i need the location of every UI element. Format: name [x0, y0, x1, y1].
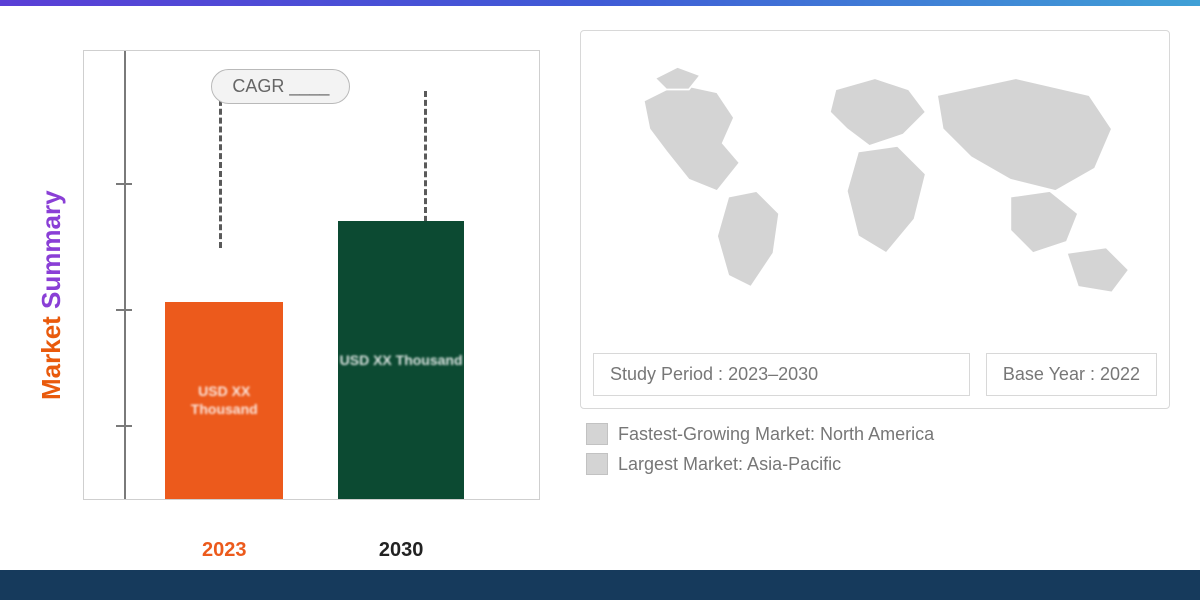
legend-label-largest: Largest Market: Asia-Pacific [618, 454, 841, 475]
bars-layer: USD XX Thousand USD XX Thousand [126, 51, 519, 499]
main-container: Market Summary CAGR ____ USD XX Thousand… [0, 0, 1200, 560]
y-title-word1: Market [36, 316, 66, 400]
bar-2030: USD XX Thousand [338, 221, 464, 499]
bar-2023-value: USD XX Thousand [165, 382, 283, 418]
bar-2030-value: USD XX Thousand [340, 351, 463, 369]
study-period-label: Study Period : 2023–2030 [610, 364, 818, 384]
bottom-bar [0, 570, 1200, 600]
bar-2023: USD XX Thousand [165, 302, 283, 499]
chart-plot-area: CAGR ____ USD XX Thousand USD XX Thousan… [83, 50, 540, 500]
legend-label-fastest: Fastest-Growing Market: North America [618, 424, 934, 445]
x-label-2023: 2023 [202, 539, 247, 562]
legend-swatch [586, 423, 608, 445]
base-year-box: Base Year : 2022 [986, 353, 1157, 396]
chart-panel: Market Summary CAGR ____ USD XX Thousand… [30, 30, 550, 560]
legend: Fastest-Growing Market: North America La… [580, 423, 1170, 475]
top-accent-bar [0, 0, 1200, 6]
info-row: Study Period : 2023–2030 Base Year : 202… [593, 353, 1157, 396]
legend-item-largest: Largest Market: Asia-Pacific [586, 453, 1170, 475]
world-map-icon [593, 41, 1157, 341]
x-label-2030: 2030 [379, 539, 424, 562]
legend-item-fastest: Fastest-Growing Market: North America [586, 423, 1170, 445]
map-panel: Study Period : 2023–2030 Base Year : 202… [580, 30, 1170, 560]
map-card: Study Period : 2023–2030 Base Year : 202… [580, 30, 1170, 409]
y-title-word2: Summary [36, 190, 66, 309]
study-period-box: Study Period : 2023–2030 [593, 353, 970, 396]
base-year-label: Base Year : 2022 [1003, 364, 1140, 384]
legend-swatch [586, 453, 608, 475]
y-axis-title: Market Summary [30, 30, 73, 560]
